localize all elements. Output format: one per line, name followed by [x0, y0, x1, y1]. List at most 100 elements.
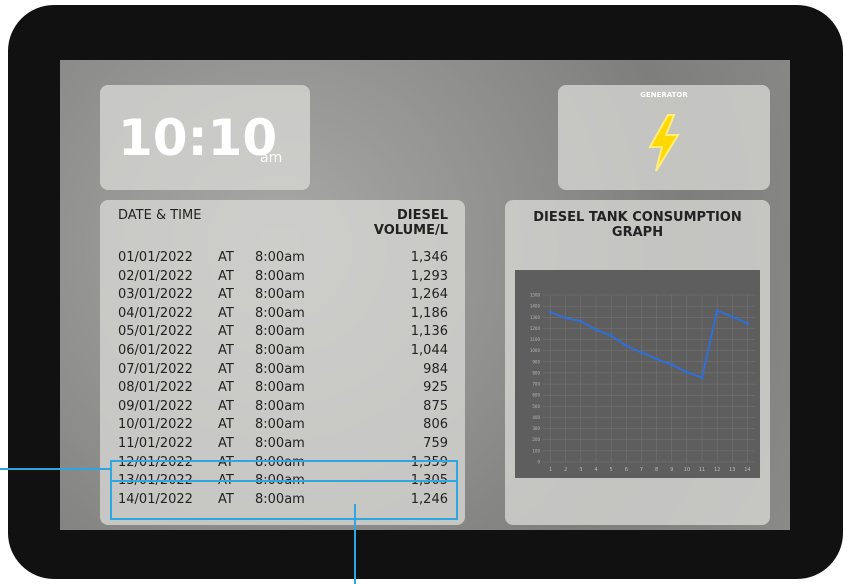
data-point — [640, 351, 643, 354]
volume: 1,186 — [411, 306, 448, 321]
callout-line — [354, 504, 356, 584]
y-tick-label: 1300 — [530, 315, 541, 320]
y-tick-label: 600 — [532, 393, 540, 398]
volume: 1,044 — [411, 343, 448, 358]
time: 8:00am — [255, 343, 305, 358]
y-tick-label: 500 — [532, 404, 540, 409]
y-tick-label: 1500 — [530, 293, 541, 298]
x-tick-label: 5 — [610, 467, 613, 473]
x-tick-label: 9 — [670, 467, 673, 473]
date: 06/01/2022 — [118, 343, 193, 358]
at: AT — [218, 250, 234, 265]
data-point — [655, 357, 658, 360]
date: 02/01/2022 — [118, 269, 193, 284]
time: 8:00am — [255, 269, 305, 284]
time: 8:00am — [255, 399, 305, 414]
date: 01/01/2022 — [118, 250, 193, 265]
date: 07/01/2022 — [118, 362, 193, 377]
volume: 984 — [423, 362, 448, 377]
data-point — [610, 334, 613, 337]
x-tick-label: 14 — [744, 467, 750, 473]
y-tick-label: 1400 — [530, 304, 541, 309]
y-tick-label: 400 — [532, 415, 540, 420]
time: 8:00am — [255, 362, 305, 377]
data-point — [716, 309, 719, 312]
at: AT — [218, 362, 234, 377]
lightning-icon — [644, 113, 684, 173]
table-row: 04/01/2022AT8:00am1,186 — [118, 306, 448, 324]
volume: 759 — [423, 436, 448, 451]
data-point — [670, 363, 673, 366]
generator-card[interactable]: GENERATOR — [558, 85, 770, 190]
date: 05/01/2022 — [118, 324, 193, 339]
highlight-box — [110, 480, 458, 520]
x-tick-label: 12 — [714, 467, 720, 473]
x-tick-label: 8 — [655, 467, 658, 473]
data-point — [700, 376, 703, 379]
at: AT — [218, 269, 234, 284]
date: 03/01/2022 — [118, 287, 193, 302]
time: 8:00am — [255, 324, 305, 339]
y-tick-label: 200 — [532, 437, 540, 442]
callout-line — [0, 468, 110, 470]
data-point — [731, 315, 734, 318]
x-tick-label: 11 — [699, 467, 705, 473]
time: 8:00am — [255, 417, 305, 432]
page: 10:10 am GENERATOR DATE & TIME DIESEL VO… — [0, 0, 856, 584]
data-point — [625, 344, 628, 347]
table-row: 05/01/2022 AT 8:00am 1,136 — [118, 324, 448, 342]
at: AT — [218, 436, 234, 451]
date: 08/01/2022 — [118, 380, 193, 395]
y-tick-label: 1200 — [530, 326, 541, 331]
volume: 875 — [423, 399, 448, 414]
table-row: 11/01/2022 AT 8:00am 759 — [118, 436, 448, 454]
table-row: 06/01/2022 AT 8:00am 1,044 — [118, 343, 448, 361]
volume: 1,346 — [411, 250, 448, 265]
volume: 806 — [423, 417, 448, 432]
x-tick-label: 13 — [729, 467, 735, 473]
x-tick-label: 1 — [549, 467, 552, 473]
data-point — [579, 320, 582, 323]
at: AT — [218, 343, 234, 358]
y-tick-label: 300 — [532, 426, 540, 431]
x-tick-label: 6 — [625, 467, 628, 473]
x-tick-label: 2 — [564, 467, 567, 473]
volume: 1,264 — [411, 287, 448, 302]
plot-background — [515, 270, 760, 478]
at: AT — [218, 380, 234, 395]
y-tick-label: 1100 — [530, 337, 541, 342]
time: 8:00am — [255, 306, 305, 321]
generator-label: GENERATOR — [558, 91, 770, 99]
at: AT — [218, 324, 234, 339]
at: AT — [218, 287, 234, 302]
time: 8:00am — [255, 287, 305, 302]
time: 8:00am — [255, 436, 305, 451]
date: 09/01/2022 — [118, 399, 193, 414]
table-row: 07/01/2022 AT 8:00am 984 — [118, 362, 448, 380]
data-point — [685, 371, 688, 374]
at: AT — [218, 306, 234, 321]
x-tick-label: 3 — [579, 467, 582, 473]
y-tick-label: 900 — [532, 359, 540, 364]
highlight-box — [110, 460, 458, 482]
y-tick-label: 1000 — [530, 348, 541, 353]
graph-title: DIESEL TANK CONSUMPTION GRAPH — [515, 210, 760, 240]
volume: 1,293 — [411, 269, 448, 284]
at: AT — [218, 399, 234, 414]
time: 8:00am — [255, 380, 305, 395]
data-point — [746, 322, 749, 325]
date: 10/01/2022 — [118, 417, 193, 432]
time: 8:00am — [255, 250, 305, 265]
y-tick-label: 700 — [532, 382, 540, 387]
clock-time: 10:10 — [118, 109, 277, 167]
date: 11/01/2022 — [118, 436, 193, 451]
x-tick-label: 7 — [640, 467, 643, 473]
volume: 1,136 — [411, 324, 448, 339]
x-tick-label: 10 — [684, 467, 690, 473]
table-header: DIESEL VOLUME/L — [360, 208, 448, 238]
data-point — [594, 328, 597, 331]
graph: 0100200300400500600700800900100011001200… — [515, 270, 760, 478]
table-header: DATE & TIME — [118, 208, 201, 223]
clock-meridiem: am — [260, 150, 282, 166]
